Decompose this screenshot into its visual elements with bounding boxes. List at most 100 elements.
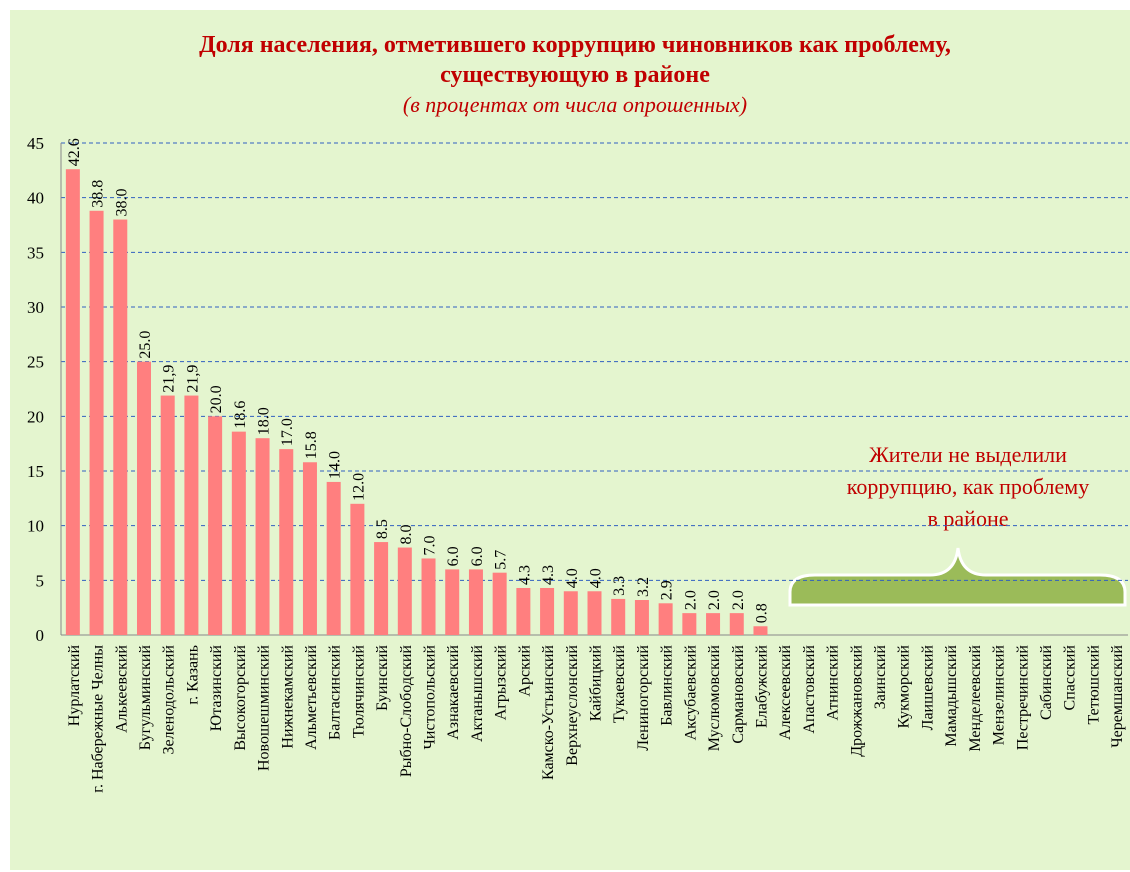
value-label: 38.8 bbox=[90, 180, 107, 208]
bar bbox=[587, 591, 602, 635]
chart-title: существующую в районе bbox=[440, 62, 710, 88]
value-label: 25.0 bbox=[137, 331, 154, 359]
value-label: 2.0 bbox=[706, 590, 723, 610]
value-label: 2.0 bbox=[682, 590, 699, 610]
bar bbox=[136, 361, 151, 635]
x-tick-label: Мамадышский bbox=[943, 645, 960, 747]
x-tick-label: Агрызский bbox=[493, 645, 510, 721]
bar bbox=[658, 603, 673, 635]
bar bbox=[634, 600, 649, 635]
x-tick-label: Атнинский bbox=[825, 645, 842, 721]
value-label: 18.6 bbox=[232, 401, 249, 429]
x-tick-label: Заинский bbox=[872, 645, 889, 710]
value-label: 5.7 bbox=[493, 550, 510, 570]
bar bbox=[184, 395, 199, 635]
value-label: 21,9 bbox=[184, 365, 201, 393]
x-tick-label: Зеленодольский bbox=[161, 645, 178, 755]
x-tick-label: Муслюмовский bbox=[706, 645, 723, 752]
value-label: 8.5 bbox=[374, 519, 391, 539]
x-tick-label: Рыбно-Слободский bbox=[398, 645, 415, 778]
bar bbox=[231, 431, 246, 635]
bar bbox=[492, 572, 507, 635]
x-tick-label: Альметьевский bbox=[303, 645, 320, 750]
chart-subtitle: (в процентах от числа опрошенных) bbox=[403, 92, 747, 117]
x-tick-label: Чистопольский bbox=[422, 645, 439, 750]
y-tick-label: 15 bbox=[27, 462, 44, 481]
x-tick-label: Актанышский bbox=[469, 645, 486, 742]
bar bbox=[468, 569, 483, 635]
x-tick-label: Бугульминский bbox=[137, 645, 154, 751]
bar bbox=[374, 542, 389, 635]
x-tick-label: Арский bbox=[516, 645, 533, 697]
value-label: 6.0 bbox=[445, 546, 462, 566]
bar bbox=[563, 591, 578, 635]
bar bbox=[397, 547, 412, 635]
bar bbox=[753, 626, 768, 635]
value-label: 17.0 bbox=[279, 418, 296, 446]
bar bbox=[682, 613, 697, 635]
x-tick-label: Алексеевский bbox=[777, 645, 794, 740]
x-tick-label: Сармановский bbox=[730, 645, 747, 744]
x-tick-label: Новошешминский bbox=[256, 645, 273, 771]
bar bbox=[445, 569, 460, 635]
annotation: в районе bbox=[928, 506, 1009, 531]
bar bbox=[729, 613, 744, 635]
value-label: 4.3 bbox=[540, 565, 557, 585]
y-tick-label: 45 bbox=[27, 134, 44, 153]
x-tick-label: Азнакаевский bbox=[445, 645, 462, 740]
x-tick-label: Верхнеуслонский bbox=[564, 645, 581, 766]
bar bbox=[302, 462, 317, 635]
bar bbox=[160, 395, 175, 635]
chart-title: Доля населения, отметившего коррупцию чи… bbox=[199, 32, 951, 58]
brace bbox=[788, 547, 1127, 607]
x-tick-label: Лаишевский bbox=[919, 645, 936, 731]
value-label: 2.0 bbox=[730, 590, 747, 610]
x-tick-label: Мензелинский bbox=[991, 645, 1008, 746]
value-label: 14.0 bbox=[327, 451, 344, 479]
value-label: 12.0 bbox=[350, 473, 367, 501]
x-tick-label: Балтасинский bbox=[327, 645, 344, 740]
annotation: коррупцию, как проблему bbox=[847, 474, 1089, 499]
bar bbox=[706, 613, 721, 635]
x-tick-label: Елабужский bbox=[753, 645, 770, 728]
x-tick-label: Высокогорский bbox=[232, 645, 249, 751]
value-label: 4.0 bbox=[588, 568, 605, 588]
x-tick-label: Апастовский bbox=[801, 645, 818, 734]
bar bbox=[421, 558, 436, 635]
y-tick-label: 20 bbox=[27, 407, 44, 426]
value-label: 2.9 bbox=[659, 580, 676, 600]
x-tick-label: Бавлинский bbox=[659, 645, 676, 726]
x-tick-label: Тукаевский bbox=[611, 645, 628, 724]
x-tick-label: Буинский bbox=[374, 645, 391, 711]
x-tick-label: Сабинский bbox=[1038, 645, 1055, 720]
value-label: 8.0 bbox=[398, 525, 415, 545]
value-label: 7.0 bbox=[422, 535, 439, 555]
value-label: 21,9 bbox=[161, 365, 178, 393]
bar bbox=[89, 210, 104, 635]
y-tick-label: 40 bbox=[27, 189, 44, 208]
y-tick-label: 10 bbox=[27, 517, 44, 536]
x-tick-label: Дрожжановский bbox=[848, 645, 865, 757]
y-tick-label: 0 bbox=[36, 626, 45, 645]
bar bbox=[540, 587, 555, 635]
x-tick-label: г. Казань bbox=[184, 645, 201, 705]
value-label: 4.0 bbox=[564, 568, 581, 588]
bar bbox=[326, 481, 341, 635]
bar bbox=[113, 219, 128, 636]
bar bbox=[208, 416, 223, 635]
x-tick-label: Камско-Устьинский bbox=[540, 645, 557, 780]
bar bbox=[65, 169, 80, 636]
x-tick-label: Нурлатский bbox=[66, 645, 83, 727]
bar bbox=[255, 438, 270, 635]
x-tick-label: Кукморский bbox=[896, 645, 913, 729]
x-tick-label: Тетюшский bbox=[1085, 645, 1102, 725]
x-tick-label: Менделеевский bbox=[967, 645, 984, 752]
x-tick-label: Нижнекамский bbox=[279, 645, 296, 749]
x-tick-label: Пестречинский bbox=[1014, 645, 1031, 751]
bar bbox=[279, 449, 294, 635]
value-label: 42.6 bbox=[66, 138, 83, 166]
value-label: 6.0 bbox=[469, 546, 486, 566]
x-tick-label: Лениногорский bbox=[635, 645, 652, 751]
x-tick-label: Ютазинский bbox=[208, 645, 225, 732]
